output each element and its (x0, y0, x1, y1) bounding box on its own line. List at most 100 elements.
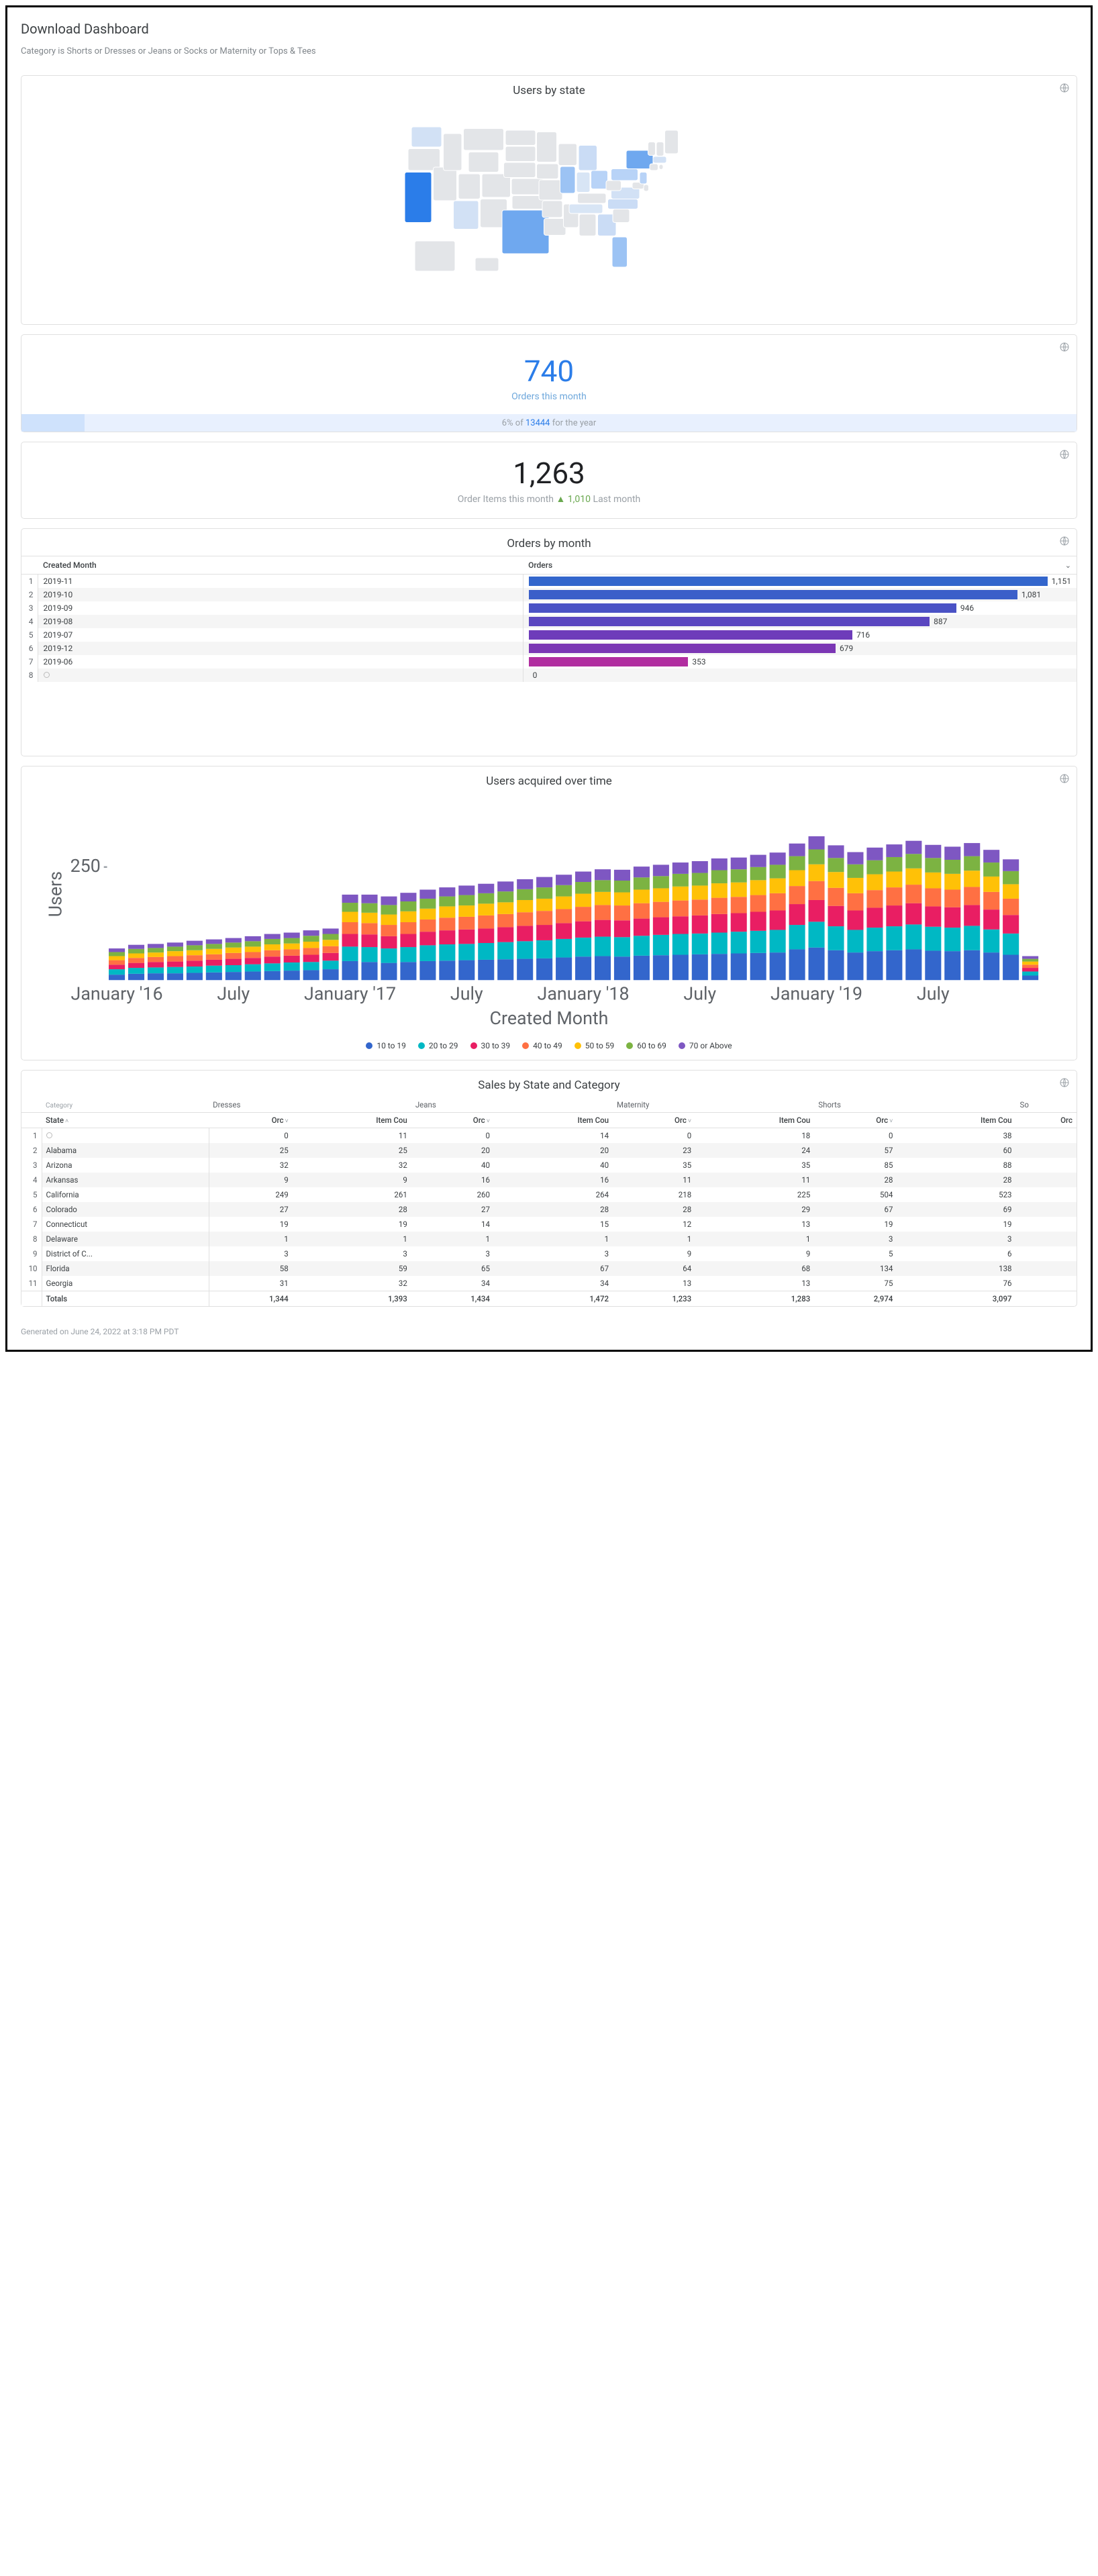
stack-segment[interactable] (323, 960, 339, 969)
stack-segment[interactable] (517, 879, 533, 889)
table-row[interactable]: 5 2019-07 716 (21, 628, 1077, 642)
state-texas[interactable] (502, 210, 549, 254)
stack-segment[interactable] (556, 923, 572, 939)
stack-segment[interactable] (361, 923, 377, 934)
state-south-carolina[interactable] (613, 209, 630, 223)
stack-segment[interactable] (1022, 959, 1038, 962)
stack-segment[interactable] (711, 898, 728, 914)
stack-segment[interactable] (128, 945, 144, 949)
stack-segment[interactable] (905, 949, 921, 980)
state-north-dakota[interactable] (505, 130, 536, 146)
stack-segment[interactable] (381, 915, 397, 925)
state-michigan[interactable] (579, 146, 597, 171)
stack-segment[interactable] (167, 946, 183, 951)
stack-segment[interactable] (653, 902, 669, 918)
stack-segment[interactable] (634, 956, 650, 980)
stack-segment[interactable] (614, 920, 630, 937)
stack-segment[interactable] (167, 973, 183, 980)
stack-segment[interactable] (1022, 976, 1038, 981)
stack-segment[interactable] (187, 955, 203, 960)
table-row[interactable]: 8 0 (21, 668, 1077, 682)
stack-segment[interactable] (148, 967, 164, 973)
stack-segment[interactable] (458, 960, 475, 981)
stack-segment[interactable] (653, 876, 669, 888)
stack-segment[interactable] (770, 930, 786, 952)
stack-segment[interactable] (886, 950, 902, 980)
stack-segment[interactable] (634, 919, 650, 936)
stack-segment[interactable] (148, 957, 164, 962)
legend-item[interactable]: 70 or Above (679, 1041, 732, 1050)
stack-segment[interactable] (672, 901, 689, 917)
us-map[interactable] (21, 103, 1077, 324)
stack-segment[interactable] (886, 844, 902, 857)
stack-segment[interactable] (187, 960, 203, 967)
stack-segment[interactable] (614, 937, 630, 956)
stack-segment[interactable] (303, 930, 319, 936)
stack-segment[interactable] (866, 890, 883, 907)
table-row[interactable]: 8Delaware11111133 (21, 1232, 1077, 1246)
state-indiana[interactable] (577, 172, 590, 193)
stack-segment[interactable] (789, 886, 805, 904)
state-alaska[interactable] (415, 241, 455, 271)
table-row[interactable]: 10Florida585965676468134138 (21, 1261, 1077, 1276)
stack-segment[interactable] (226, 938, 242, 943)
state-vermont[interactable] (648, 142, 656, 156)
stack-segment[interactable] (847, 930, 863, 952)
stack-segment[interactable] (517, 941, 533, 958)
stack-segment[interactable] (264, 956, 281, 963)
state-utah[interactable] (458, 174, 481, 199)
stack-segment[interactable] (148, 973, 164, 980)
stack-segment[interactable] (439, 897, 455, 907)
stack-segment[interactable] (809, 948, 825, 981)
state-connecticut[interactable] (650, 164, 658, 170)
stack-segment[interactable] (750, 895, 766, 912)
state-california[interactable] (405, 172, 432, 223)
stack-segment[interactable] (731, 897, 747, 913)
legend-item[interactable]: 40 to 49 (522, 1041, 562, 1050)
stack-segment[interactable] (264, 963, 281, 971)
stack-segment[interactable] (886, 905, 902, 926)
state-tennessee[interactable] (569, 204, 603, 213)
stack-segment[interactable] (672, 862, 689, 874)
state-kentucky[interactable] (578, 193, 607, 203)
table-row[interactable]: 1011014018038 (21, 1128, 1077, 1144)
category-header[interactable]: So (1016, 1097, 1077, 1113)
stack-segment[interactable] (692, 954, 708, 980)
stack-segment[interactable] (128, 953, 144, 958)
stack-segment[interactable] (536, 899, 552, 911)
state-iowa[interactable] (537, 164, 559, 179)
stack-segment[interactable] (536, 958, 552, 980)
table-row[interactable]: 5California249261260264218225504523 (21, 1187, 1077, 1202)
stack-segment[interactable] (439, 944, 455, 960)
stack-segment[interactable] (711, 914, 728, 933)
stack-segment[interactable] (905, 841, 921, 854)
stack-segment[interactable] (381, 925, 397, 936)
state-pennsylvania[interactable] (611, 169, 638, 181)
stack-segment[interactable] (944, 846, 960, 860)
table-row[interactable]: 11Georgia3132343413137576 (21, 1276, 1077, 1291)
stack-segment[interactable] (750, 911, 766, 930)
stack-segment[interactable] (1003, 884, 1019, 899)
stack-segment[interactable] (614, 870, 630, 881)
stack-segment[interactable] (847, 893, 863, 911)
stack-segment[interactable] (458, 905, 475, 917)
stack-segment[interactable] (226, 953, 242, 959)
stack-segment[interactable] (692, 934, 708, 954)
stack-segment[interactable] (303, 942, 319, 948)
stack-segment[interactable] (556, 897, 572, 909)
stack-segment[interactable] (731, 953, 747, 980)
stack-segment[interactable] (342, 946, 358, 961)
stack-segment[interactable] (944, 928, 960, 951)
stack-segment[interactable] (128, 958, 144, 962)
stack-segment[interactable] (226, 942, 242, 947)
stack-segment[interactable] (809, 922, 825, 947)
state-arkansas[interactable] (542, 201, 562, 217)
stack-segment[interactable] (206, 960, 222, 966)
stack-segment[interactable] (303, 936, 319, 942)
legend-item[interactable]: 30 to 39 (470, 1041, 511, 1050)
stack-segment[interactable] (381, 936, 397, 948)
stack-segment[interactable] (128, 949, 144, 954)
stack-segment[interactable] (517, 959, 533, 981)
stack-segment[interactable] (653, 864, 669, 876)
stack-segment[interactable] (944, 889, 960, 907)
